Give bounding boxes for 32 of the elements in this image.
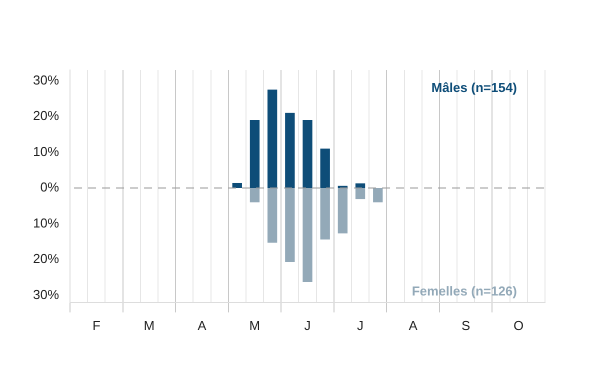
bar	[250, 188, 260, 202]
bar	[285, 188, 295, 262]
bar	[320, 148, 330, 188]
bar	[267, 188, 278, 243]
text: Femelles (n=126)	[412, 283, 517, 298]
bar	[320, 188, 330, 240]
x-tick-label: A	[198, 318, 207, 333]
x-tick-label: J	[357, 318, 364, 333]
x-tick-label: M	[144, 318, 155, 333]
bar	[373, 188, 383, 202]
y-tick-label: 30%	[32, 286, 60, 302]
y-tick-label: 20%	[32, 251, 60, 266]
x-tick-label: F	[92, 318, 100, 333]
x-tick-label: A	[408, 318, 418, 333]
bar	[267, 90, 278, 188]
bar	[285, 112, 295, 188]
bar	[232, 182, 242, 188]
text: Mâles (n=154)	[431, 80, 517, 96]
bar	[250, 120, 260, 188]
x-tick-label: S	[462, 318, 470, 333]
x-tick-label: J	[304, 318, 311, 333]
y-tick-label: 20%	[32, 108, 60, 124]
bar	[302, 120, 312, 188]
bar	[355, 188, 366, 200]
x-tick-label: O	[514, 318, 524, 333]
y-tick-label: 10%	[32, 215, 60, 230]
bar	[302, 188, 312, 282]
bar	[338, 188, 348, 234]
y-tick-label: 10%	[32, 144, 60, 159]
y-tick-label: 0%	[40, 180, 60, 195]
x-tick-label: M	[249, 318, 260, 333]
y-tick-label: 30%	[32, 72, 60, 88]
